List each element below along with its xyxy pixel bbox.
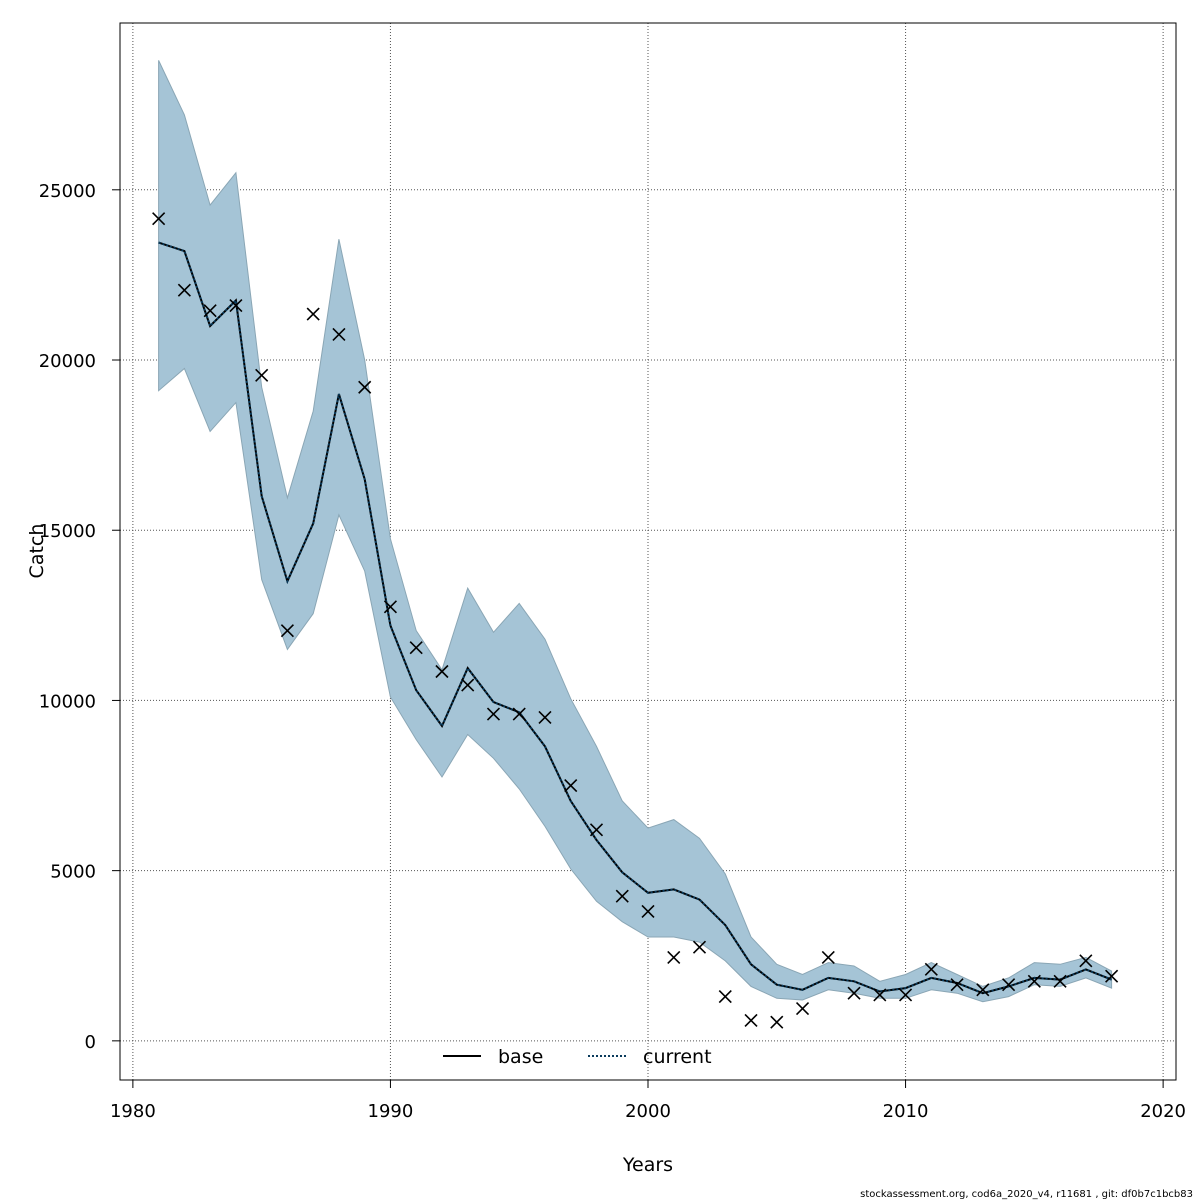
observed-point: [821, 950, 835, 965]
confidence-band: [158, 60, 1113, 1003]
observed-point: [1027, 974, 1041, 988]
observed-point: [589, 823, 604, 837]
observed-point: [486, 707, 501, 721]
x-tick-label: 2020: [1140, 1101, 1186, 1122]
observed-point: [538, 710, 552, 725]
legend: base current: [443, 1046, 712, 1068]
y-axis-title: Catch: [26, 524, 48, 579]
legend-item-current: current: [588, 1046, 712, 1068]
observed-point: [795, 1001, 810, 1016]
observed-point: [203, 304, 217, 318]
observed-point: [1053, 974, 1067, 988]
x-axis: 1980 1990 2000 2010 2020: [110, 1080, 1186, 1122]
y-tick-label: 5000: [50, 862, 96, 883]
observed-point: [744, 1013, 758, 1027]
x-tick-label: 1990: [368, 1101, 414, 1122]
observed-point: [641, 904, 655, 919]
observed-point: [229, 298, 243, 313]
observed-point: [873, 988, 887, 1002]
y-tick-label: 25000: [39, 181, 96, 202]
observed-point: [358, 380, 372, 394]
y-axis: 0 5000 10000 15000 20000 25000: [39, 181, 120, 1053]
y-tick-label: 10000: [39, 691, 96, 712]
legend-item-base: base: [443, 1046, 543, 1068]
observed-point: [1002, 978, 1016, 992]
x-tick-label: 1980: [110, 1101, 156, 1122]
observed-point: [615, 889, 629, 903]
observed-point: [667, 950, 681, 965]
observed-point: [898, 988, 913, 1002]
observed-point: [847, 986, 861, 1000]
observed-point: [409, 641, 423, 655]
y-tick-label: 0: [85, 1032, 96, 1053]
observed-point: [770, 1015, 784, 1029]
x-tick-label: 2000: [625, 1101, 671, 1122]
observed-point: [383, 600, 398, 614]
observed-point: [332, 327, 346, 342]
observed-point: [152, 212, 166, 226]
series-line-current: [158, 241, 1112, 995]
observed-point: [461, 678, 475, 692]
observed-point: [280, 624, 294, 638]
observed-point: [1105, 969, 1119, 983]
y-tick-label: 20000: [39, 351, 96, 372]
observed-point: [1079, 954, 1093, 968]
observed-point: [512, 707, 526, 721]
legend-label-base: base: [498, 1046, 543, 1068]
observed-point: [924, 962, 938, 976]
observed-point: [976, 983, 990, 997]
observed-points: [152, 212, 1119, 1029]
y-tick-label: 15000: [39, 521, 96, 542]
observed-point: [177, 283, 191, 297]
legend-label-current: current: [643, 1046, 712, 1068]
observed-point: [306, 307, 320, 321]
x-axis-title: Years: [622, 1154, 673, 1176]
observed-point: [950, 978, 964, 992]
observed-point: [435, 664, 449, 679]
observed-point: [692, 940, 707, 954]
footer-note: stockassessment.org, cod6a_2020_v4, r116…: [860, 1189, 1193, 1200]
observed-point: [564, 778, 578, 793]
observed-point: [718, 990, 732, 1004]
observed-point: [255, 368, 269, 382]
x-tick-label: 2010: [883, 1101, 929, 1122]
